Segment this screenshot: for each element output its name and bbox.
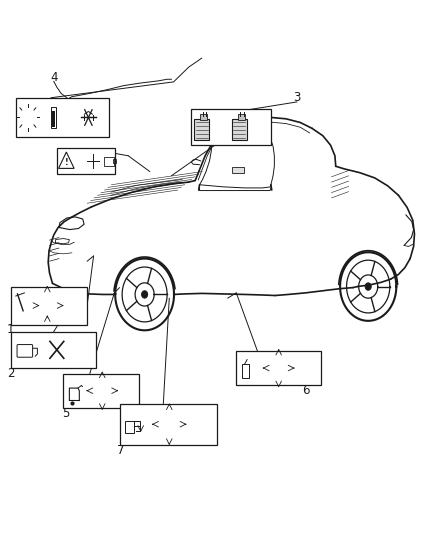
Bar xyxy=(194,119,209,140)
Bar xyxy=(11,287,87,325)
Bar xyxy=(113,159,116,163)
Text: 6: 6 xyxy=(302,384,309,397)
Bar xyxy=(242,365,249,377)
Bar xyxy=(57,148,115,174)
Circle shape xyxy=(49,122,57,132)
Bar xyxy=(232,119,247,140)
Bar xyxy=(125,421,134,433)
Text: 7: 7 xyxy=(117,443,124,457)
Bar xyxy=(51,107,56,128)
Text: 2: 2 xyxy=(7,367,14,379)
Bar xyxy=(232,167,244,173)
Bar xyxy=(237,114,244,120)
Circle shape xyxy=(91,158,95,164)
Text: 1: 1 xyxy=(7,324,14,336)
Bar xyxy=(236,351,321,385)
Text: 3: 3 xyxy=(293,91,300,104)
Bar xyxy=(64,374,139,408)
Text: 4: 4 xyxy=(50,71,57,84)
Bar xyxy=(11,332,96,368)
Bar xyxy=(103,157,114,166)
Bar xyxy=(52,111,55,127)
Text: !: ! xyxy=(64,158,68,167)
Bar xyxy=(16,98,109,138)
Bar xyxy=(120,403,217,445)
Bar xyxy=(191,109,271,145)
Circle shape xyxy=(365,283,371,290)
Circle shape xyxy=(141,291,148,298)
Bar xyxy=(200,114,207,120)
Text: 5: 5 xyxy=(62,407,69,419)
